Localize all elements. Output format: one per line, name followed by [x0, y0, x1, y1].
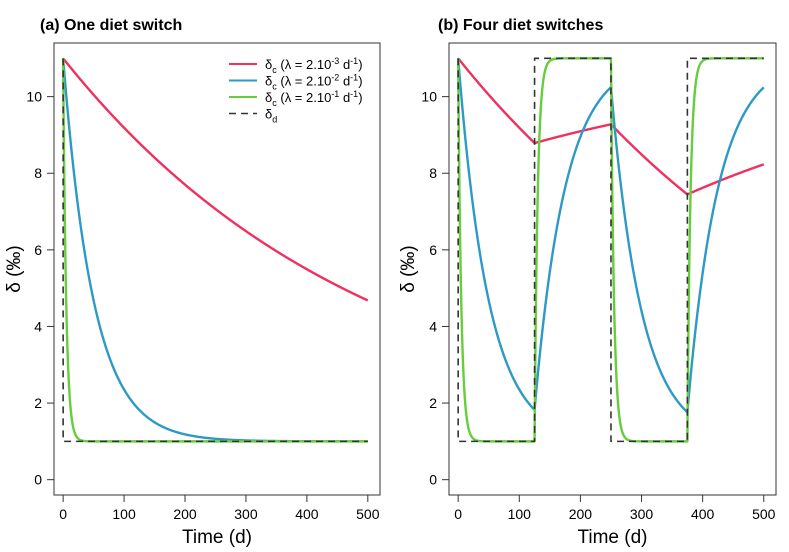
plot-frame [53, 42, 381, 496]
y-tick-label: 2 [429, 395, 437, 411]
panel-title: (b) Four diet switches [438, 17, 603, 34]
x-tick-label: 0 [454, 506, 462, 522]
series-line-consumer-2 [61, 58, 369, 443]
y-tick-label: 10 [421, 89, 437, 105]
x-tick-label: 500 [356, 506, 380, 522]
panel-b: 0 100 200 300 400 500 0 2 4 6 8 10 (b) Four diet swi… [398, 17, 777, 548]
y-tick-label: 2 [34, 395, 42, 411]
plot-frame [448, 42, 777, 496]
y-tick-label: 6 [429, 242, 437, 258]
y-tick-label: 4 [34, 318, 42, 334]
x-tick-label: 300 [234, 506, 258, 522]
series-line-diet [62, 58, 368, 443]
series-line-consumer-1 [61, 58, 369, 443]
legend-entry: δc (λ = 2.10-3 d-1) [265, 56, 363, 75]
y-tick-label: 0 [34, 472, 42, 488]
series-line-consumer-0 [62, 57, 369, 302]
x-tick-label: 200 [173, 506, 197, 522]
x-axis-label: Time (d) [577, 527, 647, 548]
x-tick-label: 500 [752, 506, 776, 522]
x-tick-label: 100 [112, 506, 136, 522]
y-axis-label: δ (‰) [398, 245, 419, 293]
x-tick-label: 400 [691, 506, 715, 522]
x-axis-label: Time (d) [182, 527, 252, 548]
y-tick-label: 4 [429, 318, 437, 334]
x-tick-label: 100 [508, 506, 532, 522]
x-tick-label: 400 [295, 506, 319, 522]
y-tick-label: 8 [34, 165, 42, 181]
y-tick-label: 6 [34, 242, 42, 258]
legend: δc (λ = 2.10-3 d-1)δc (λ = 2.10-2 d-1)δc… [229, 56, 363, 125]
y-axis-label: δ (‰) [4, 245, 25, 293]
legend-entry: δc (λ = 2.10-1 d-1) [265, 89, 363, 108]
x-tick-label: 0 [59, 506, 67, 522]
x-tick-label: 300 [630, 506, 654, 522]
y-tick-label: 8 [429, 165, 437, 181]
x-tick-label: 200 [569, 506, 593, 522]
y-tick-label: 0 [429, 472, 437, 488]
legend-entry: δc (λ = 2.10-2 d-1) [265, 73, 363, 92]
y-tick-label: 10 [26, 89, 42, 105]
series-line-diet [457, 57, 764, 443]
panel-a: 0 100 200 300 400 500 0 2 4 6 8 10 (a) One diet swit… [4, 17, 381, 548]
legend-entry: δd [265, 107, 277, 125]
panel-title: (a) One diet switch [40, 17, 182, 34]
